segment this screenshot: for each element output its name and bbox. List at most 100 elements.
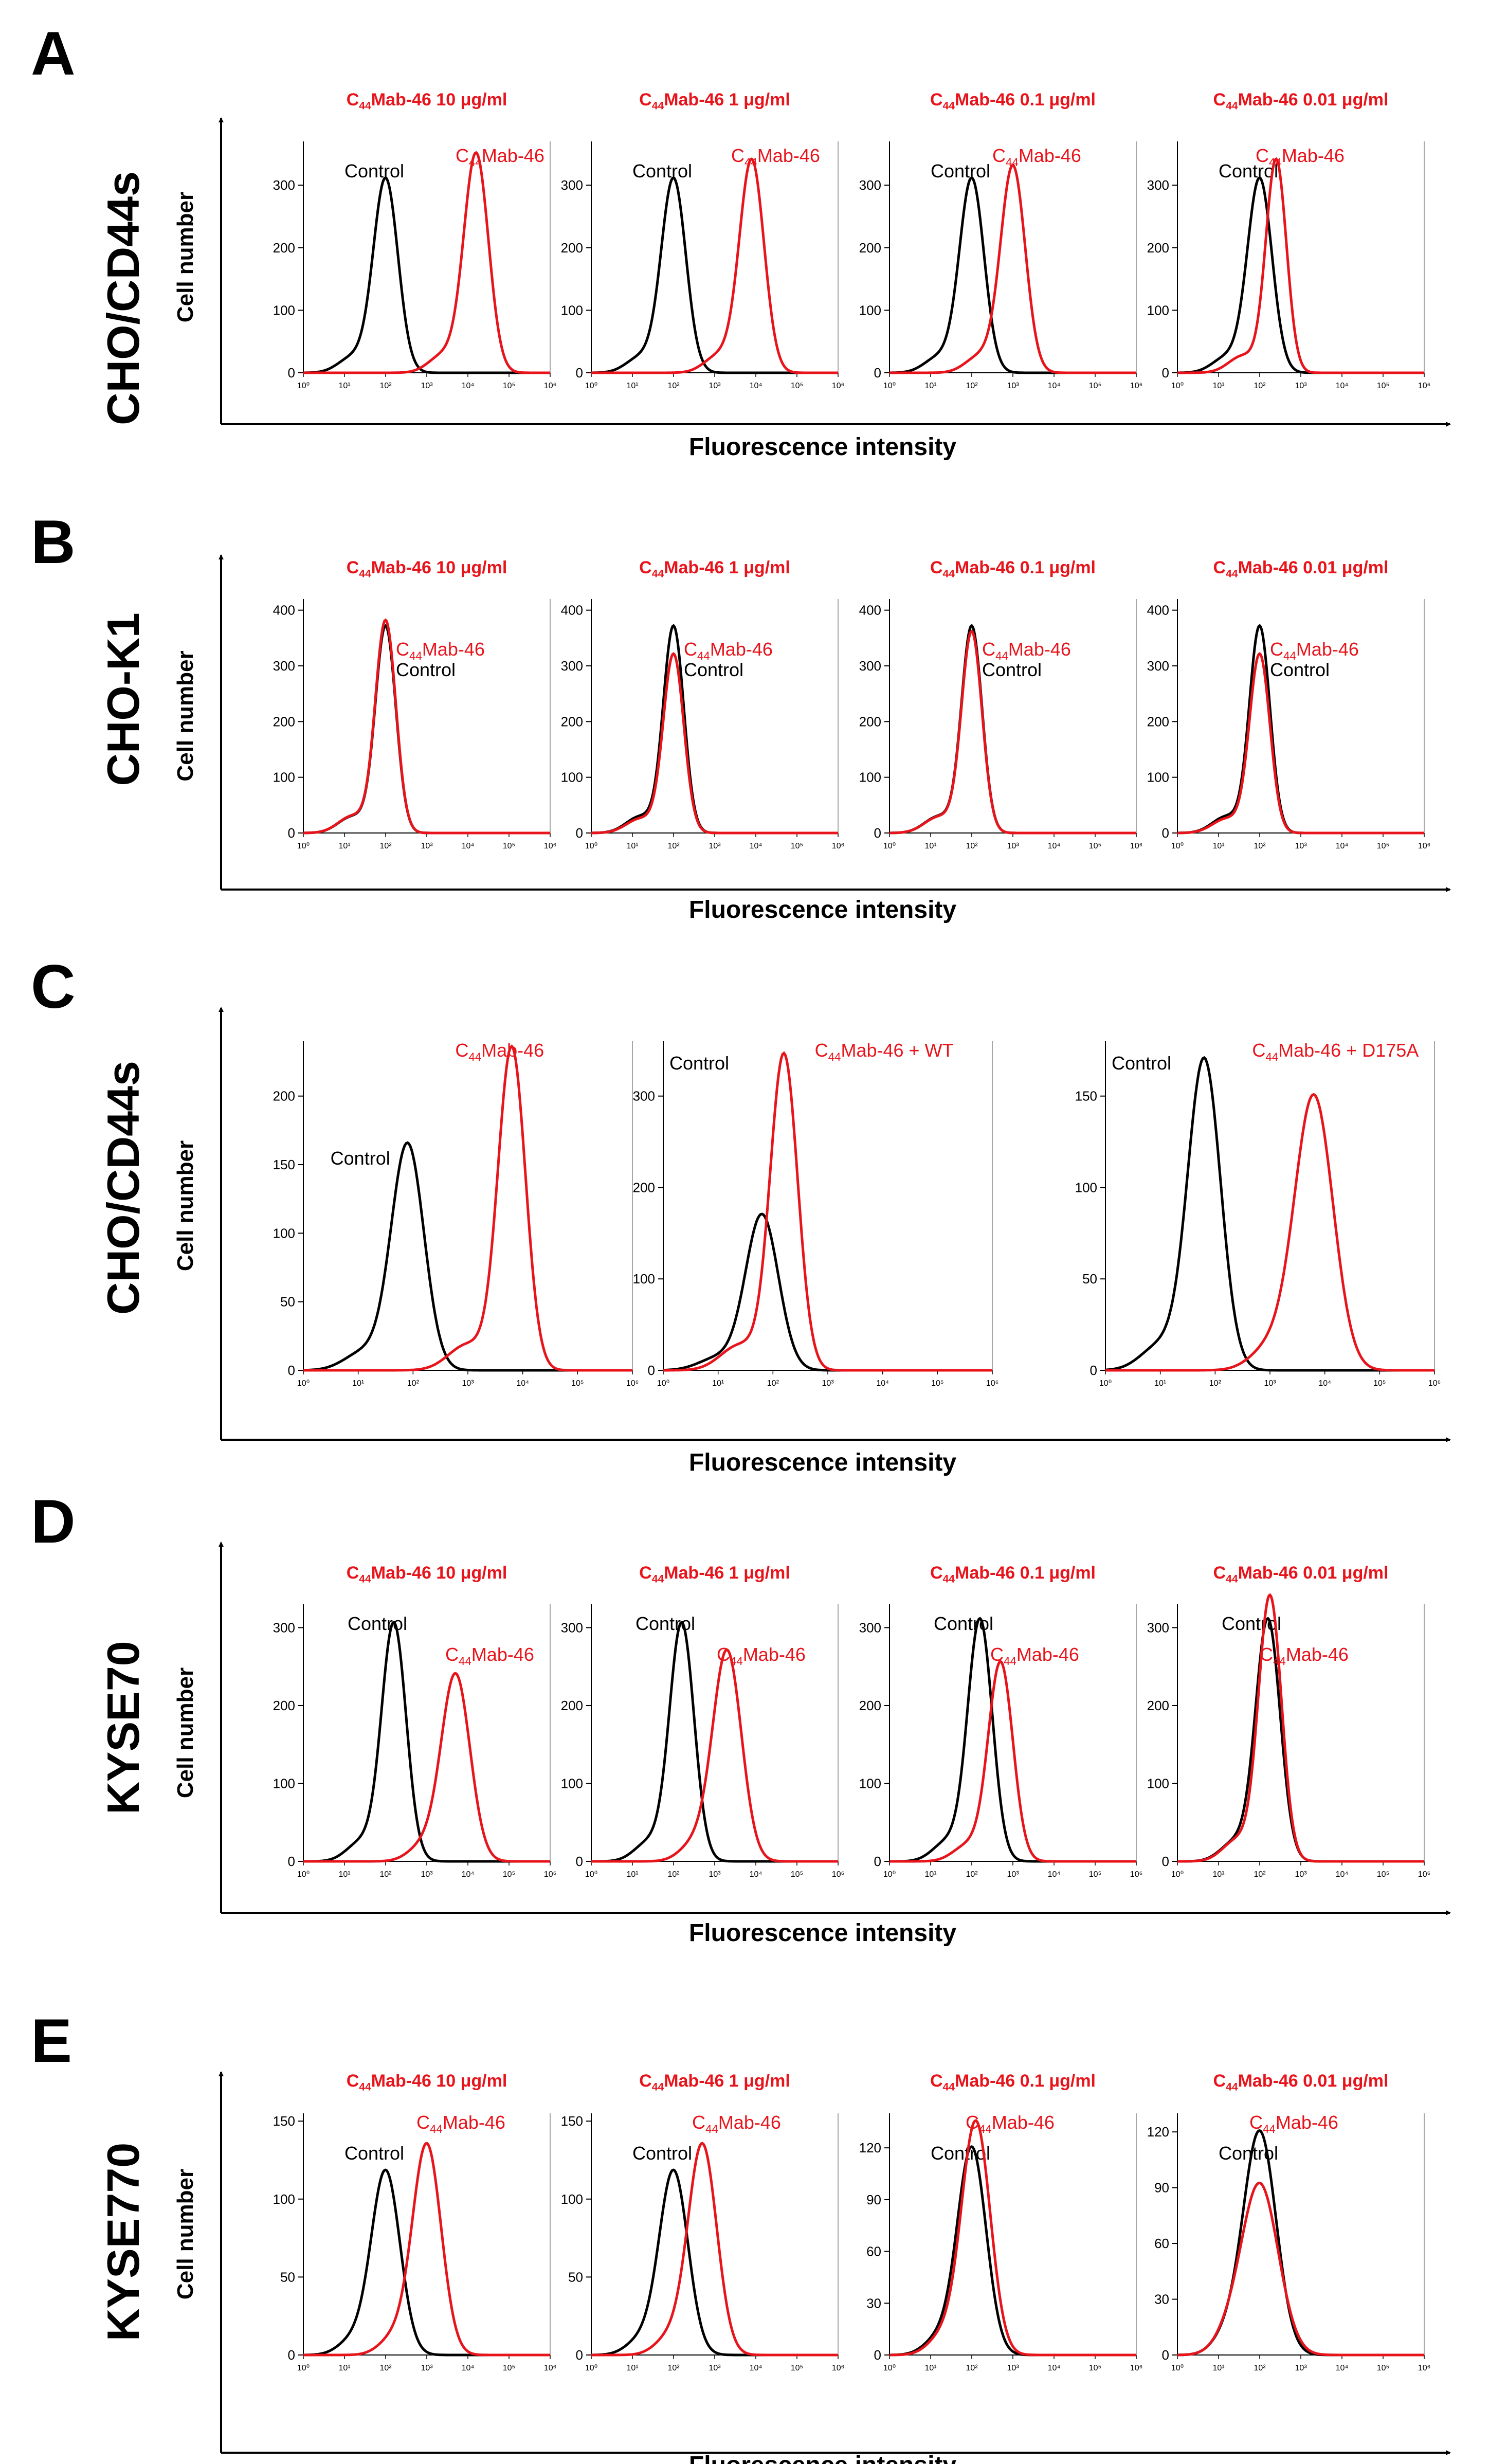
x-tick-label: 10⁵: [503, 382, 515, 390]
y-tick-label: 0: [1162, 825, 1169, 841]
y-tick-label: 300: [1147, 177, 1169, 193]
y-tick-label: 50: [280, 1294, 295, 1310]
y-tick-label: 300: [561, 1620, 583, 1635]
x-tick-label: 10³: [822, 1379, 834, 1388]
y-tick-label: 300: [273, 658, 295, 674]
y-tick-label: 300: [633, 1089, 655, 1104]
x-tick-label: 10¹: [338, 2364, 350, 2372]
y-tick-label: 0: [1162, 2347, 1169, 2363]
x-tick-label: 10⁰: [297, 1870, 310, 1879]
y-tick-label: 300: [859, 658, 881, 674]
plot-title: C44Mab-46 10 μg/ml: [347, 1563, 507, 1585]
x-tick-label: 10⁴: [1336, 1870, 1349, 1879]
plot-title: C44Mab-46 1 μg/ml: [639, 558, 790, 580]
control-curve: [889, 176, 1136, 374]
histogram-plot: C44Mab-46 10 μg/ml 0 100 200 300 10⁰ 10¹ 10² 10³…: [273, 90, 557, 390]
antibody-curve: [889, 2119, 1136, 2357]
y-tick-label: 100: [273, 1775, 295, 1791]
x-tick-label: 10⁴: [750, 1870, 762, 1879]
control-curve: [303, 1141, 632, 1372]
y-axis-label: Cell number: [173, 1140, 198, 1271]
control-curve: [303, 2168, 550, 2357]
y-tick-label: 200: [273, 1698, 295, 1713]
x-tick-label: 10²: [1254, 2364, 1266, 2372]
x-tick-label: 10⁶: [832, 2364, 844, 2372]
x-tick-label: 10⁰: [1171, 2364, 1184, 2372]
x-tick-label: 10³: [1007, 842, 1019, 850]
antibody-label: C44Mab-46: [982, 639, 1071, 662]
control-label: Control: [396, 659, 456, 680]
x-tick-label: 10⁰: [297, 842, 310, 850]
control-label: Control: [684, 659, 743, 680]
histogram-plot: C44Mab-46 0.1 μg/ml 0 100 200 300 10⁰ 10¹ 10² 10…: [859, 1563, 1143, 1879]
x-tick-label: 10⁶: [544, 1870, 556, 1879]
x-tick-label: 10²: [667, 2364, 680, 2372]
x-tick-label: 10²: [407, 1379, 420, 1388]
x-tick-label: 10⁴: [1336, 2364, 1349, 2372]
x-tick-label: 10¹: [924, 382, 936, 390]
y-tick-label: 200: [273, 240, 295, 256]
histogram-plot: C44Mab-46 10 μg/ml 0 100 200 300 400 10⁰ 10¹ 10²…: [273, 558, 557, 850]
antibody-curve: [591, 1648, 838, 1863]
x-tick-label: 10⁴: [876, 1379, 889, 1388]
panel-letter: E: [31, 2006, 72, 2075]
x-tick-label: 10²: [379, 2364, 392, 2372]
y-tick-label: 100: [561, 302, 583, 318]
control-label: Control: [1219, 160, 1278, 182]
x-tick-label: 10⁵: [931, 1379, 943, 1388]
y-tick-label: 300: [1147, 1620, 1169, 1635]
x-tick-label: 10⁰: [1171, 382, 1184, 390]
plot-title: C44Mab-46 0.1 μg/ml: [930, 2071, 1096, 2093]
y-axis-label: Cell number: [173, 192, 198, 322]
cell-line-label: CHO/CD44s: [98, 1061, 149, 1315]
histogram-plot: C44Mab-46 1 μg/ml 0 100 200 300 10⁰ 10¹ 10² 10³ 1…: [561, 1563, 845, 1879]
x-tick-label: 10⁵: [1089, 382, 1101, 390]
y-tick-label: 0: [576, 365, 583, 381]
control-label: Control: [934, 1613, 993, 1634]
x-tick-label: 10⁵: [1089, 2364, 1101, 2372]
control-curve: [591, 176, 838, 374]
plot-title: C44Mab-46 1 μg/ml: [639, 2071, 790, 2093]
x-tick-label: 10²: [1254, 842, 1266, 850]
y-tick-label: 100: [1147, 770, 1169, 785]
y-tick-label: 90: [866, 2192, 881, 2207]
x-tick-label: 10¹: [1212, 842, 1224, 850]
y-tick-label: 30: [1154, 2292, 1169, 2307]
y-tick-label: 0: [288, 365, 295, 381]
y-tick-label: 200: [1147, 240, 1169, 256]
antibody-curve: [663, 1051, 992, 1372]
x-tick-label: 10¹: [1154, 1379, 1166, 1388]
y-tick-label: 50: [568, 2269, 583, 2285]
x-tick-label: 10⁰: [1099, 1379, 1112, 1388]
x-tick-label: 10³: [421, 2364, 433, 2372]
antibody-label: C44Mab-46: [416, 2112, 505, 2135]
y-axis-label: Cell number: [173, 1668, 198, 1798]
y-tick-label: 100: [273, 770, 295, 785]
y-tick-label: 300: [273, 177, 295, 193]
x-tick-label: 10⁶: [832, 842, 844, 850]
antibody-label: C44Mab-46: [1256, 145, 1345, 169]
histogram-plot: C44Mab-46 0.01 μg/ml 0 100 200 300 10⁰ 10¹ 10² 1…: [1147, 1563, 1431, 1879]
y-tick-label: 200: [561, 714, 583, 729]
y-tick-label: 0: [648, 1363, 655, 1378]
cell-line-label: CHO/CD44s: [98, 171, 149, 425]
y-tick-label: 120: [1147, 2124, 1169, 2140]
y-tick-label: 200: [1147, 1698, 1169, 1713]
control-label: Control: [931, 2143, 990, 2164]
x-tick-label: 10⁶: [1428, 1379, 1441, 1388]
y-tick-label: 200: [1147, 714, 1169, 729]
y-tick-label: 100: [859, 1775, 881, 1791]
antibody-label: C44Mab-46: [396, 639, 485, 662]
x-tick-label: 10⁵: [1377, 1870, 1389, 1879]
y-tick-label: 100: [859, 770, 881, 785]
x-tick-label: 10⁵: [1089, 1870, 1101, 1879]
antibody-curve: [1177, 2181, 1424, 2357]
x-tick-label: 10⁶: [1418, 382, 1430, 390]
control-label: Control: [632, 2143, 692, 2164]
antibody-curve: [591, 157, 838, 374]
x-tick-label: 10⁰: [297, 382, 310, 390]
histogram-plot: 0 50 100 150 200 10⁰ 10¹ 10² 10³ 10⁴ 10⁵ 10⁶ Control…: [273, 1040, 639, 1388]
control-curve: [591, 2168, 838, 2357]
plot-title: C44Mab-46 0.1 μg/ml: [930, 90, 1096, 112]
antibody-curve: [303, 618, 550, 835]
